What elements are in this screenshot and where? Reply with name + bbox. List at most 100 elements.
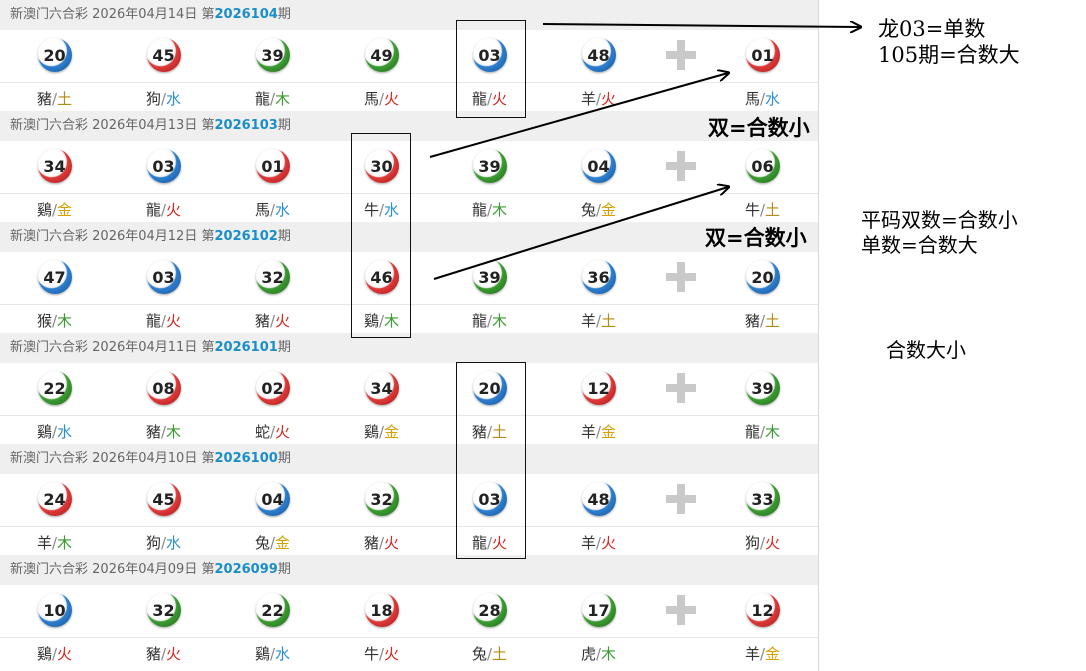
draw-header: 新澳门六合彩 2026年04月14日 第2026104期 bbox=[0, 0, 818, 30]
slash-separator: / bbox=[269, 201, 276, 219]
element-text: 火 bbox=[57, 645, 73, 663]
zodiac-text: 虎 bbox=[580, 645, 596, 663]
zodiac-text: 馬 bbox=[363, 90, 379, 108]
element-text: 火 bbox=[384, 645, 400, 663]
special-ball: 39 bbox=[745, 371, 780, 405]
ball-cell: 18 牛/火 bbox=[327, 585, 436, 666]
ball-cell: 01 馬/水 bbox=[218, 141, 327, 222]
slash-separator: / bbox=[595, 423, 602, 441]
zodiac-text: 龍 bbox=[254, 90, 270, 108]
zodiac-text: 龍 bbox=[145, 201, 161, 219]
plus-cell bbox=[626, 363, 736, 444]
number-ball: 30 bbox=[364, 149, 399, 183]
number-ball: 39 bbox=[472, 260, 507, 294]
draw-header: 新澳门六合彩 2026年04月11日 第2026101期 bbox=[0, 333, 818, 363]
element-text: 水 bbox=[275, 201, 291, 219]
slash-separator: / bbox=[269, 645, 276, 663]
element-text: 火 bbox=[601, 90, 617, 108]
zodiac-text: 鷄 bbox=[363, 423, 379, 441]
zodiac-text: 龍 bbox=[744, 423, 760, 441]
zodiac-text: 蛇 bbox=[254, 423, 270, 441]
element-text: 木 bbox=[601, 645, 617, 663]
zodiac-element-label: 鷄/火 bbox=[0, 643, 109, 664]
slash-separator: / bbox=[759, 645, 766, 663]
special-ball-cell: 20 豬/土 bbox=[708, 252, 817, 333]
number-ball: 04 bbox=[581, 149, 616, 183]
zodiac-element-label: 狗/火 bbox=[708, 532, 817, 553]
zodiac-text: 兔 bbox=[580, 201, 596, 219]
number-ball: 04 bbox=[255, 482, 290, 516]
ball-cell: 34 鷄/金 bbox=[0, 141, 109, 222]
special-ball-cell: 01 馬/水 bbox=[708, 30, 817, 111]
ball-cell: 48 羊/火 bbox=[544, 474, 653, 555]
number-ball: 20 bbox=[472, 371, 507, 405]
zodiac-text: 豬 bbox=[145, 423, 161, 441]
lottery-name: 新澳门六合彩 bbox=[10, 451, 89, 466]
zodiac-text: 鷄 bbox=[363, 312, 379, 330]
ball-cell: 45 狗/水 bbox=[109, 30, 218, 111]
slash-separator: / bbox=[51, 312, 58, 330]
zodiac-text: 龍 bbox=[471, 312, 487, 330]
slash-separator: / bbox=[486, 534, 493, 552]
number-ball: 34 bbox=[37, 149, 72, 183]
zodiac-element-label: 兔/土 bbox=[435, 643, 544, 664]
zodiac-element-label: 牛/土 bbox=[708, 199, 817, 220]
slash-separator: / bbox=[160, 201, 167, 219]
issue-number: 2026102 bbox=[214, 229, 278, 244]
zodiac-text: 鷄 bbox=[36, 201, 52, 219]
zodiac-text: 狗 bbox=[744, 534, 760, 552]
number-ball: 47 bbox=[37, 260, 72, 294]
annotation-note-4-line-2: 单数=合数大 bbox=[861, 233, 978, 257]
element-text: 土 bbox=[57, 90, 73, 108]
highlight-box-long-03-issue-104 bbox=[456, 20, 526, 118]
zodiac-element-label: 羊/土 bbox=[544, 310, 653, 331]
element-text: 火 bbox=[275, 312, 291, 330]
ball-cell: 03 龍/火 bbox=[435, 474, 544, 555]
highlight-box-issues-103-102 bbox=[351, 133, 411, 338]
element-text: 土 bbox=[765, 312, 781, 330]
plus-icon bbox=[666, 373, 696, 403]
ball-cell: 03 龍/火 bbox=[109, 141, 218, 222]
special-ball-cell: 33 狗/火 bbox=[708, 474, 817, 555]
zodiac-text: 羊 bbox=[580, 90, 596, 108]
element-text: 木 bbox=[57, 312, 73, 330]
plus-icon bbox=[666, 151, 696, 181]
zodiac-text: 龍 bbox=[145, 312, 161, 330]
zodiac-element-label: 龍/火 bbox=[435, 532, 544, 553]
number-ball: 20 bbox=[37, 38, 72, 72]
slash-separator: / bbox=[378, 201, 385, 219]
element-text: 土 bbox=[492, 645, 508, 663]
annotation-note-3: 双=合数小 bbox=[705, 225, 807, 250]
ball-cell: 39 龍/木 bbox=[435, 252, 544, 333]
slash-separator: / bbox=[269, 534, 276, 552]
special-ball: 12 bbox=[745, 593, 780, 627]
zodiac-element-label: 豬/火 bbox=[327, 532, 436, 553]
slash-separator: / bbox=[51, 534, 58, 552]
special-ball: 33 bbox=[745, 482, 780, 516]
ball-cell: 24 羊/木 bbox=[0, 474, 109, 555]
issue-suffix: 期 bbox=[277, 451, 291, 466]
element-text: 金 bbox=[57, 201, 73, 219]
plus-icon bbox=[666, 484, 696, 514]
element-text: 木 bbox=[492, 312, 508, 330]
slash-separator: / bbox=[759, 534, 766, 552]
zodiac-text: 龍 bbox=[471, 201, 487, 219]
ball-cell: 02 蛇/火 bbox=[218, 363, 327, 444]
zodiac-element-label: 牛/水 bbox=[327, 199, 436, 220]
number-ball: 03 bbox=[472, 482, 507, 516]
zodiac-element-label: 羊/火 bbox=[544, 532, 653, 553]
draw-date: 2026年04月10日 bbox=[92, 451, 198, 466]
divider-line bbox=[0, 82, 818, 83]
element-text: 土 bbox=[492, 423, 508, 441]
slash-separator: / bbox=[160, 423, 167, 441]
zodiac-text: 羊 bbox=[580, 423, 596, 441]
slash-separator: / bbox=[486, 423, 493, 441]
special-ball: 20 bbox=[745, 260, 780, 294]
ball-cell: 32 豬/火 bbox=[327, 474, 436, 555]
plus-cell bbox=[626, 141, 736, 222]
draw-balls: 47 猴/木 03 龍/火 32 豬/火 46 鷄/木 39 龍/木 36 羊/土 20 豬/土 bbox=[0, 252, 818, 333]
draw-balls: 20 豬/土 45 狗/水 39 龍/木 49 馬/火 03 龍/火 48 羊/火 01 馬/水 bbox=[0, 30, 818, 111]
zodiac-text: 馬 bbox=[744, 90, 760, 108]
zodiac-text: 羊 bbox=[36, 534, 52, 552]
special-ball: 01 bbox=[745, 38, 780, 72]
